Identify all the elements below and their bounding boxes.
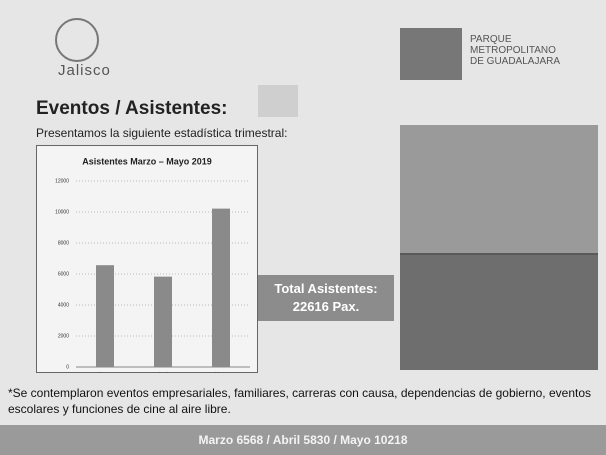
heading: Eventos / Asistentes: bbox=[36, 98, 227, 120]
y-tick-label: 10000 bbox=[55, 209, 69, 215]
photo-group bbox=[400, 255, 598, 370]
y-tick-label: 8000 bbox=[58, 240, 69, 246]
intro-text: Presentamos la siguiente estadística tri… bbox=[36, 126, 287, 140]
note: *Se contemplaron eventos empresariales, … bbox=[8, 385, 606, 417]
parque-logo bbox=[400, 28, 462, 80]
y-tick-label: 6000 bbox=[58, 271, 69, 277]
document-icon bbox=[258, 85, 298, 117]
event-photo bbox=[400, 125, 598, 370]
slide: Jalisco PARQUE METROPOLITANO DE GUADALAJ… bbox=[0, 0, 606, 455]
chart-title: Asistentes Marzo – Mayo 2019 bbox=[82, 156, 212, 166]
jalisco-logo-text: Jalisco bbox=[58, 62, 111, 79]
y-tick-label: 12000 bbox=[55, 178, 69, 184]
y-tick-label: 4000 bbox=[58, 302, 69, 308]
total-box: Total Asistentes: 22616 Pax. bbox=[258, 275, 394, 321]
x-tick-label: Mayo bbox=[215, 372, 227, 373]
parque-line: DE GUADALAJARA bbox=[470, 56, 560, 67]
y-tick-label: 0 bbox=[66, 364, 69, 370]
x-tick-label: Marzo bbox=[98, 372, 112, 373]
y-tick-label: 2000 bbox=[58, 333, 69, 339]
bar bbox=[96, 265, 114, 367]
parque-name: PARQUE METROPOLITANO DE GUADALAJARA bbox=[470, 34, 560, 67]
chart: Asistentes Marzo – Mayo 2019 0 2000 4000 60… bbox=[36, 145, 258, 373]
footer-bar: Marzo 6568 / Abril 5830 / Mayo 10218 bbox=[0, 425, 606, 455]
bar bbox=[154, 277, 172, 367]
total-value: 22616 Pax. bbox=[258, 298, 394, 316]
bar bbox=[212, 209, 230, 367]
jalisco-emblem bbox=[55, 18, 99, 62]
parque-line: PARQUE bbox=[470, 34, 560, 45]
total-label: Total Asistentes: bbox=[258, 280, 394, 298]
x-tick-label: Abril bbox=[158, 372, 168, 373]
parque-line: METROPOLITANO bbox=[470, 45, 560, 56]
photo-crowd bbox=[400, 125, 598, 253]
